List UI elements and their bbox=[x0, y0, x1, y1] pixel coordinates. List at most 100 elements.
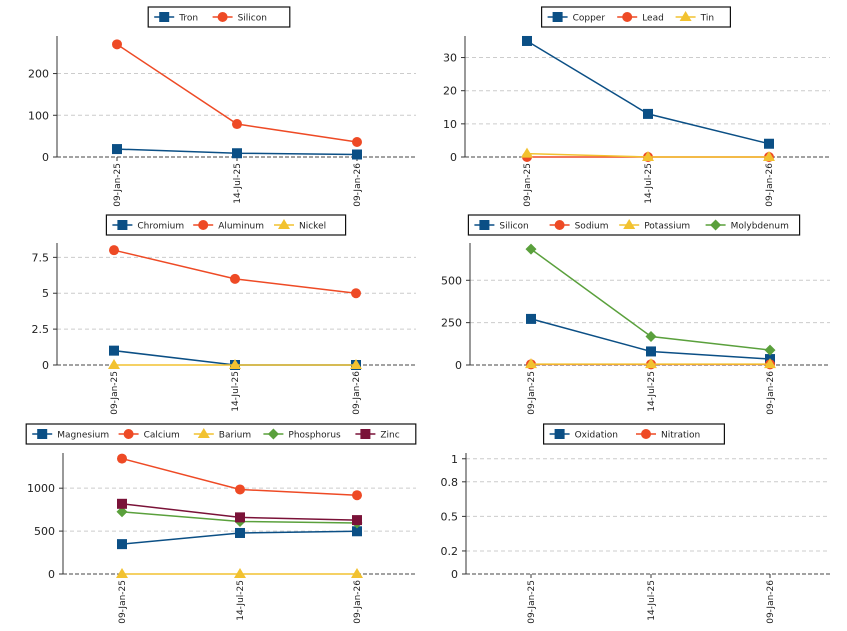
data-point-magnesium bbox=[235, 527, 245, 538]
data-point-silicon bbox=[526, 313, 536, 324]
legend-item-oxidation: Oxidation bbox=[549, 429, 618, 441]
x-tick-label: 09-Jan-26 bbox=[765, 163, 775, 207]
series-line-copper bbox=[526, 40, 770, 145]
data-point-potassium bbox=[525, 358, 537, 369]
legend-label: Tron bbox=[178, 14, 198, 24]
x-tick-label: 09-Jan-26 bbox=[352, 371, 362, 415]
y-tick-label: 500 bbox=[34, 525, 55, 538]
series-line-aluminum bbox=[113, 249, 357, 294]
data-point-potassium bbox=[764, 358, 776, 369]
legend-marker bbox=[198, 220, 209, 230]
legend-item-potassium: Potassium bbox=[619, 219, 690, 232]
x-tick-label: 09-Jan-25 bbox=[527, 580, 537, 624]
legend-item-phosphorus: Phosphorus bbox=[263, 428, 341, 441]
y-tick-label: 1 bbox=[451, 453, 458, 466]
x-tick-label: 09-Jan-25 bbox=[110, 371, 120, 415]
y-tick-label: 2.5 bbox=[32, 323, 50, 336]
x-tick-label: 14-Jul-25 bbox=[231, 371, 241, 412]
data-point-silicon bbox=[646, 346, 656, 357]
legend-item-tin: Tin bbox=[675, 11, 714, 24]
data-point-tin bbox=[521, 147, 533, 158]
x-tick-label: 09-Jan-25 bbox=[113, 163, 123, 207]
legend-marker bbox=[552, 12, 563, 22]
data-point-phosphorus bbox=[116, 506, 128, 518]
y-tick-label: 0 bbox=[42, 151, 49, 164]
legend: Silicon Sodium Potassium Molybdenum bbox=[467, 214, 801, 236]
data-point-barium bbox=[351, 568, 363, 578]
legend-item-magnesium: Magnesium bbox=[32, 429, 109, 441]
legend-marker bbox=[622, 12, 633, 22]
x-tick-label: 09-Jan-26 bbox=[353, 580, 363, 624]
legend: Oxidation Nitration bbox=[542, 423, 725, 445]
legend-label: Zinc bbox=[380, 431, 399, 441]
data-point-aluminum bbox=[351, 288, 361, 299]
data-point-tron bbox=[352, 149, 362, 160]
data-point-silicon bbox=[232, 119, 242, 130]
legend-item-aluminum: Aluminum bbox=[193, 220, 264, 232]
chart-panel-3: 0 2.5 5 7.5 09-Jan-25 14-Jul-25 09-Jan-26 Chrom… bbox=[32, 214, 416, 415]
legend-box bbox=[25, 423, 417, 445]
legend-item-copper: Copper bbox=[547, 12, 605, 24]
data-point-tin bbox=[642, 151, 654, 161]
y-tick-label: 500 bbox=[441, 274, 462, 287]
y-tick-label: 5 bbox=[42, 287, 49, 300]
legend-marker bbox=[679, 11, 692, 21]
y-tick-label: 1000 bbox=[27, 482, 55, 495]
legend-marker bbox=[197, 428, 210, 438]
data-point-zinc bbox=[352, 515, 362, 526]
chart-panel-6: 0 0.2 0.5 0.8 1 09-Jan-25 14-Jul-25 09-Jan-26 Ox… bbox=[441, 423, 830, 624]
legend: Copper Lead Tin bbox=[540, 6, 731, 28]
x-tick-label: 09-Jan-25 bbox=[527, 371, 537, 415]
y-tick-label: 0.8 bbox=[441, 476, 459, 489]
y-tick-label: 100 bbox=[28, 109, 49, 122]
legend-item-calcium: Calcium bbox=[118, 429, 180, 441]
y-tick-label: 0 bbox=[450, 151, 457, 164]
legend-label: Phosphorus bbox=[288, 431, 341, 441]
legend-label: Aluminum bbox=[218, 222, 264, 232]
legend-item-sodium: Sodium bbox=[549, 220, 609, 232]
data-point-copper bbox=[643, 108, 653, 119]
legend-label: Magnesium bbox=[57, 431, 109, 441]
legend: Tron Silicon bbox=[147, 6, 291, 28]
y-tick-label: 250 bbox=[441, 317, 462, 330]
legend-marker bbox=[554, 429, 565, 439]
x-tick-label: 14-Jul-25 bbox=[647, 371, 657, 412]
data-point-tin bbox=[763, 151, 775, 161]
legend-marker bbox=[641, 429, 651, 439]
legend-item-nitration: Nitration bbox=[636, 429, 700, 441]
data-point-calcium bbox=[352, 490, 362, 501]
legend-marker bbox=[117, 220, 128, 230]
x-tick-label: 09-Jan-26 bbox=[766, 580, 776, 624]
y-tick-label: 200 bbox=[28, 68, 49, 81]
legend-label: Potassium bbox=[644, 222, 690, 232]
legend-marker bbox=[37, 429, 48, 439]
data-point-zinc bbox=[235, 512, 245, 523]
data-point-calcium bbox=[235, 484, 245, 495]
legend-item-lead: Lead bbox=[617, 12, 664, 24]
x-tick-label: 09-Jan-25 bbox=[523, 163, 533, 207]
legend-label: Sodium bbox=[575, 222, 609, 232]
x-tick-label: 09-Jan-26 bbox=[353, 163, 363, 207]
legend: Magnesium Calcium Barium Phosphorus Zinc bbox=[25, 423, 417, 445]
x-tick-label: 09-Jan-26 bbox=[766, 371, 776, 415]
data-point-silicon bbox=[112, 39, 122, 50]
data-point-potassium bbox=[645, 358, 657, 369]
data-point-magnesium bbox=[117, 539, 127, 550]
legend-marker bbox=[479, 220, 490, 230]
data-point-silicon bbox=[352, 136, 362, 147]
legend-item-barium: Barium bbox=[193, 428, 251, 441]
legend-marker bbox=[267, 428, 279, 440]
x-tick-label: 14-Jul-25 bbox=[233, 163, 243, 204]
x-tick-label: 14-Jul-25 bbox=[647, 580, 657, 621]
legend-box bbox=[542, 423, 725, 445]
legend-marker bbox=[159, 12, 170, 22]
y-tick-label: 7.5 bbox=[32, 251, 50, 264]
x-tick-label: 09-Jan-25 bbox=[118, 580, 128, 624]
legend-item-silicon: Silicon bbox=[212, 12, 267, 24]
data-point-magnesium bbox=[352, 526, 362, 537]
y-tick-label: 0 bbox=[451, 568, 458, 581]
data-point-molybdenum bbox=[645, 331, 657, 343]
legend-marker bbox=[360, 429, 371, 439]
y-tick-label: 20 bbox=[443, 85, 457, 98]
legend-label: Oxidation bbox=[575, 431, 618, 441]
